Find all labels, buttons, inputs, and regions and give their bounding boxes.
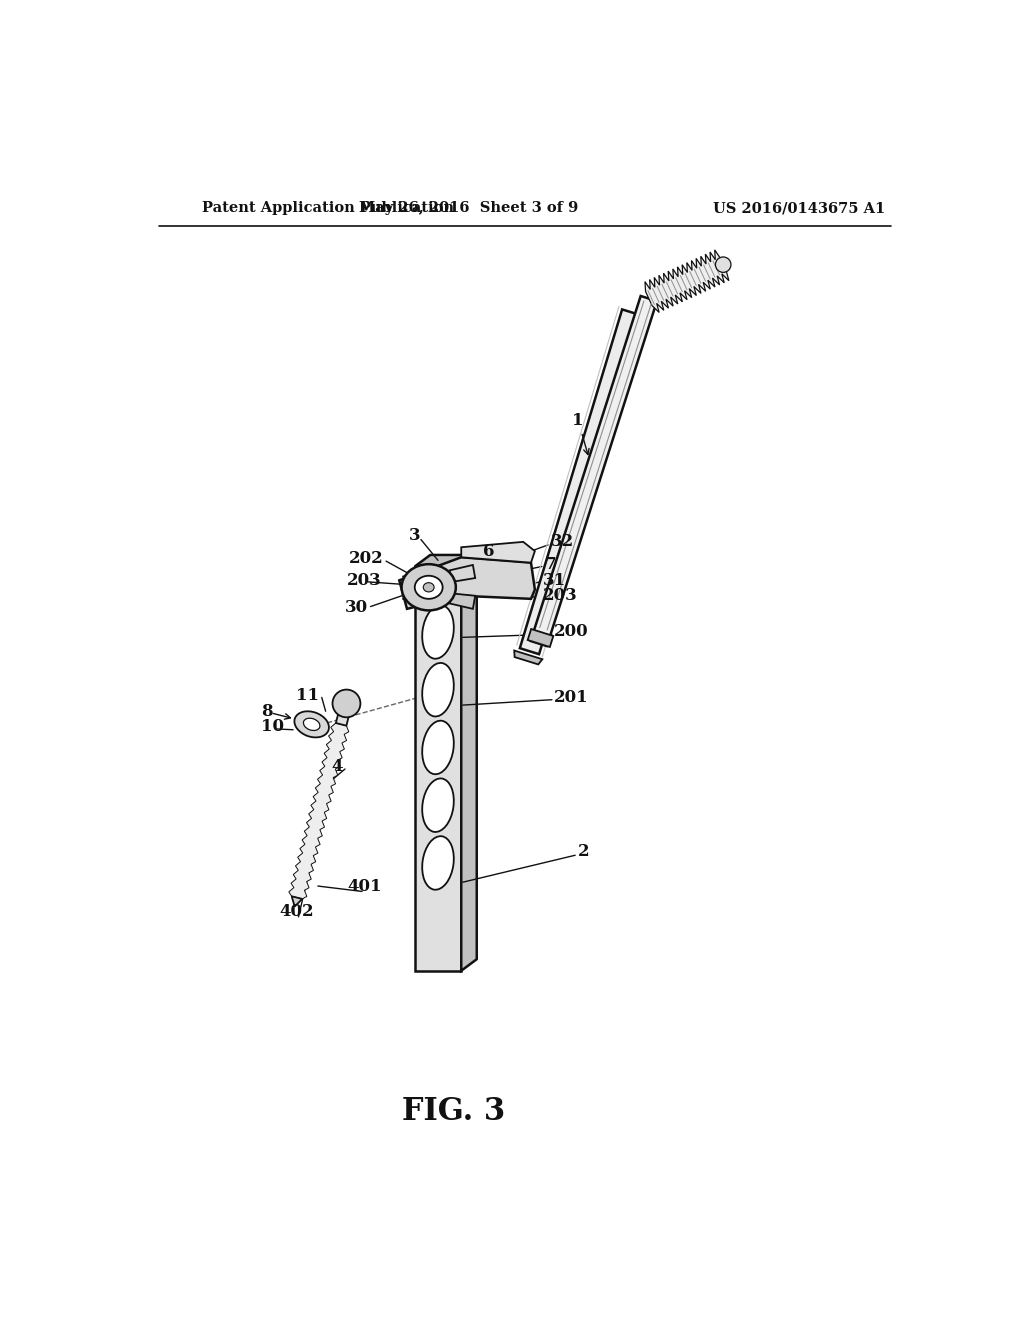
Text: May 26, 2016  Sheet 3 of 9: May 26, 2016 Sheet 3 of 9	[359, 202, 579, 215]
Text: 200: 200	[554, 623, 589, 640]
Polygon shape	[289, 723, 349, 899]
Polygon shape	[527, 630, 553, 647]
Ellipse shape	[294, 711, 329, 738]
Text: 4: 4	[331, 758, 343, 775]
Ellipse shape	[303, 718, 319, 730]
Polygon shape	[520, 309, 641, 655]
Polygon shape	[450, 594, 475, 609]
Ellipse shape	[401, 564, 456, 610]
Text: US 2016/0143675 A1: US 2016/0143675 A1	[713, 202, 886, 215]
Text: 402: 402	[280, 903, 314, 920]
Ellipse shape	[333, 689, 360, 717]
Text: 10: 10	[261, 718, 285, 735]
Text: FIG. 3: FIG. 3	[401, 1096, 505, 1127]
Text: 31: 31	[543, 572, 565, 589]
Text: 7: 7	[544, 557, 556, 573]
Polygon shape	[461, 543, 535, 562]
Ellipse shape	[716, 257, 731, 272]
Ellipse shape	[415, 576, 442, 599]
Polygon shape	[403, 589, 434, 607]
Polygon shape	[403, 569, 434, 589]
Text: 201: 201	[554, 689, 589, 706]
Text: 30: 30	[345, 599, 369, 616]
Polygon shape	[530, 296, 657, 645]
Polygon shape	[415, 554, 477, 566]
Polygon shape	[461, 554, 477, 970]
Ellipse shape	[423, 582, 434, 591]
Ellipse shape	[422, 779, 454, 832]
Text: 1: 1	[571, 412, 584, 429]
Text: Patent Application Publication: Patent Application Publication	[202, 202, 454, 215]
Ellipse shape	[422, 663, 454, 717]
Text: 6: 6	[482, 543, 495, 560]
Polygon shape	[514, 651, 543, 664]
Polygon shape	[415, 566, 461, 970]
Text: 32: 32	[550, 533, 573, 550]
Text: 8: 8	[261, 702, 273, 719]
Polygon shape	[450, 565, 475, 582]
Text: 401: 401	[347, 878, 382, 895]
Polygon shape	[399, 557, 535, 609]
Polygon shape	[292, 896, 302, 907]
Ellipse shape	[422, 836, 454, 890]
Text: 3: 3	[409, 527, 421, 544]
Text: 202: 202	[349, 550, 384, 568]
Ellipse shape	[422, 721, 454, 775]
Polygon shape	[645, 249, 729, 313]
Text: 2: 2	[578, 843, 589, 859]
Polygon shape	[336, 702, 351, 726]
Ellipse shape	[422, 605, 454, 659]
Text: 203: 203	[346, 572, 381, 589]
Text: 11: 11	[296, 686, 319, 704]
Text: 203: 203	[543, 587, 578, 605]
